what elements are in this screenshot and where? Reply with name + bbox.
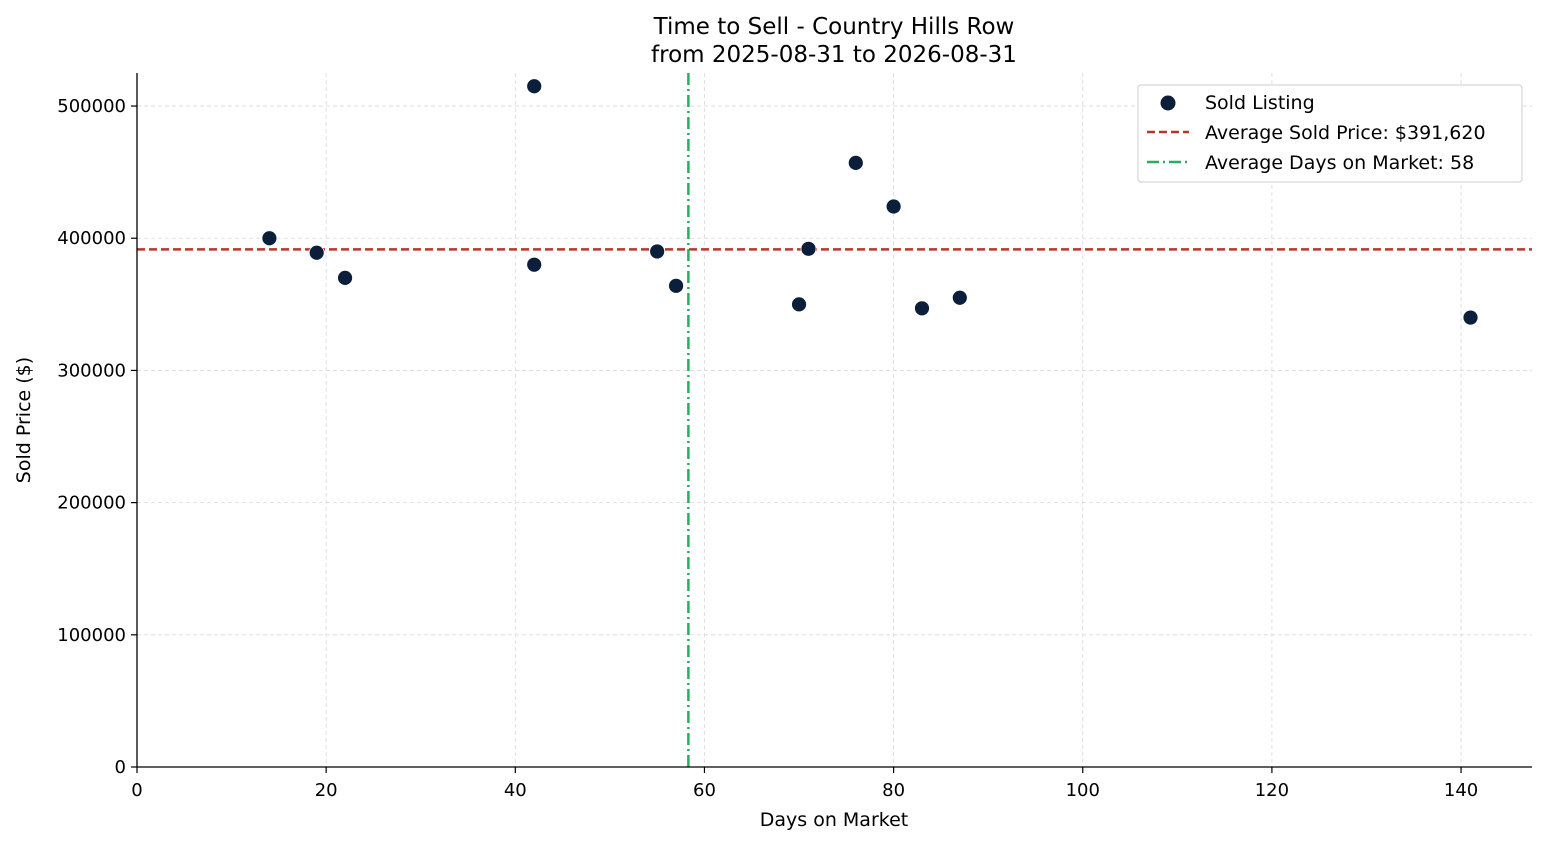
x-tick-label: 100 xyxy=(1066,780,1100,801)
legend-label-sold-listing: Sold Listing xyxy=(1205,92,1315,114)
data-point xyxy=(649,243,666,260)
data-point xyxy=(800,240,817,257)
data-point xyxy=(951,289,968,306)
data-point xyxy=(526,256,543,273)
y-axis-label: Sold Price ($) xyxy=(13,357,35,483)
legend-label-average-days: Average Days on Market: 58 xyxy=(1205,152,1474,174)
data-point xyxy=(526,78,543,95)
y-tick-label: 500000 xyxy=(57,96,126,117)
data-points xyxy=(261,78,1479,326)
data-point xyxy=(337,269,353,286)
chart-title: Time to Sell - Country Hills Row xyxy=(653,14,1015,40)
data-point xyxy=(668,277,684,294)
data-point xyxy=(261,230,278,247)
data-point xyxy=(308,244,325,261)
y-tick-label: 300000 xyxy=(57,360,126,381)
data-point xyxy=(847,154,864,171)
x-tick-label: 60 xyxy=(693,780,716,801)
chart-subtitle: from 2025-08-31 to 2026-08-31 xyxy=(651,42,1017,68)
grid-lines xyxy=(137,73,1532,767)
x-tick-label: 80 xyxy=(882,780,905,801)
legend: Sold Listing Average Sold Price: $391,62… xyxy=(1137,84,1523,183)
y-tick-label: 0 xyxy=(115,757,126,778)
x-tick-label: 140 xyxy=(1444,780,1478,801)
reference-lines xyxy=(137,73,1532,767)
y-tick-label: 400000 xyxy=(57,228,126,249)
x-tick-label: 0 xyxy=(131,780,142,801)
x-tick-label: 20 xyxy=(315,780,338,801)
legend-marker-sold-listing xyxy=(1160,95,1176,111)
y-tick-label: 100000 xyxy=(57,625,126,646)
y-tick-label: 200000 xyxy=(57,493,126,514)
x-tick-label: 120 xyxy=(1255,780,1289,801)
data-point xyxy=(885,198,902,215)
tick-labels: 0 20 40 60 80 100 120 140 0 100000 200000 300000 400… xyxy=(57,96,1478,801)
legend-label-average-price: Average Sold Price: $391,620 xyxy=(1205,122,1486,144)
x-axis-label: Days on Market xyxy=(760,809,908,831)
legend-box xyxy=(1137,84,1523,183)
x-tick-label: 40 xyxy=(504,780,527,801)
data-point xyxy=(791,296,807,313)
axes xyxy=(136,73,1532,768)
data-point xyxy=(914,300,930,317)
data-point xyxy=(1462,309,1479,326)
